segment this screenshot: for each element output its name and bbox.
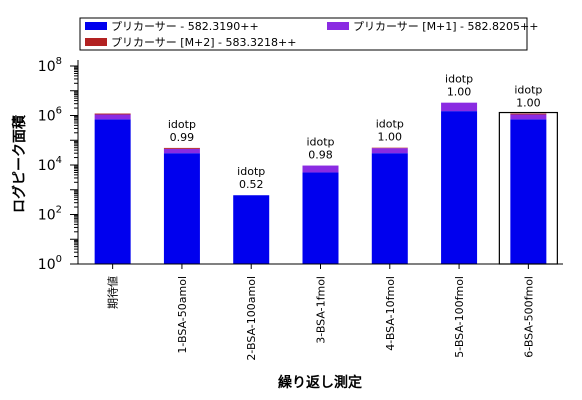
y-tick-label: 102 xyxy=(38,205,62,224)
y-tick-label: 104 xyxy=(38,155,62,174)
legend-swatch xyxy=(85,38,107,46)
legend[interactable]: プリカーサー - 582.3190++ プリカーサー [M+1] - 582.82… xyxy=(79,17,538,51)
bar-segment[interactable] xyxy=(163,148,200,154)
y-axis: 100 102 104 106 108 xyxy=(38,56,79,273)
annotation-label: idotp xyxy=(168,118,196,131)
bar-segment[interactable] xyxy=(302,165,339,173)
x-axis-title: 繰り返し測定 xyxy=(278,374,362,391)
x-tick-label: 5-BSA-100fmol xyxy=(453,276,466,358)
x-tick-label: 2-BSA-100amol xyxy=(245,276,258,361)
annotations: idotp0.99idotp0.52idotp0.98idotp1.00idot… xyxy=(168,73,543,192)
annotation-label: idotp xyxy=(376,118,404,131)
bar-segment[interactable] xyxy=(94,119,131,264)
annotation-label: idotp xyxy=(237,165,265,178)
bar-segment[interactable] xyxy=(233,195,270,264)
y-tick-label: 106 xyxy=(38,106,62,125)
bar-segment[interactable] xyxy=(371,153,408,264)
legend-label: プリカーサー - 582.3190++ xyxy=(111,20,259,33)
x-tick-label: 1-BSA-50amol xyxy=(176,276,189,354)
legend-swatch xyxy=(85,22,107,30)
y-tick-label: 100 xyxy=(38,254,62,273)
x-tick-label: 期待値 xyxy=(106,276,120,309)
annotation-value: 0.99 xyxy=(170,131,195,144)
annotation-value: 1.00 xyxy=(447,86,472,99)
annotation-value: 0.98 xyxy=(308,149,333,162)
x-tick-label: 3-BSA-1fmol xyxy=(315,276,328,344)
bar-segment[interactable] xyxy=(510,114,547,120)
bar-segment[interactable] xyxy=(94,114,131,120)
bars[interactable] xyxy=(94,102,558,265)
annotation-label: idotp xyxy=(514,84,542,97)
annotation-label: idotp xyxy=(445,73,473,86)
annotation-value: 1.00 xyxy=(378,131,403,144)
legend-swatch xyxy=(327,22,349,30)
annotation-label: idotp xyxy=(306,136,334,149)
bar-segment[interactable] xyxy=(302,172,339,264)
bar-segment[interactable] xyxy=(510,119,547,264)
annotation-value: 0.52 xyxy=(239,178,264,191)
legend-label: プリカーサー [M+1] - 582.8205++ xyxy=(353,20,538,33)
bar-segment[interactable] xyxy=(371,148,408,154)
annotation-value: 1.00 xyxy=(516,97,541,110)
x-axis: 期待値 1-BSA-50amol 2-BSA-100amol 3-BSA-1fmol 4… xyxy=(78,263,563,361)
y-tick-label: 108 xyxy=(38,56,62,75)
y-axis-title: ログピーク面積 xyxy=(11,114,28,213)
x-tick-label: 4-BSA-10fmol xyxy=(384,276,397,351)
bar-segment[interactable] xyxy=(163,147,200,149)
x-tick-label: 6-BSA-500fmol xyxy=(522,276,535,358)
legend-box xyxy=(79,17,528,51)
bar-segment[interactable] xyxy=(510,113,547,115)
legend-label: プリカーサー [M+2] - 583.3218++ xyxy=(111,36,296,49)
bar-segment[interactable] xyxy=(163,153,200,264)
bar-segment[interactable] xyxy=(94,113,131,115)
bar-segment[interactable] xyxy=(441,102,478,112)
bar-segment[interactable] xyxy=(441,111,478,264)
